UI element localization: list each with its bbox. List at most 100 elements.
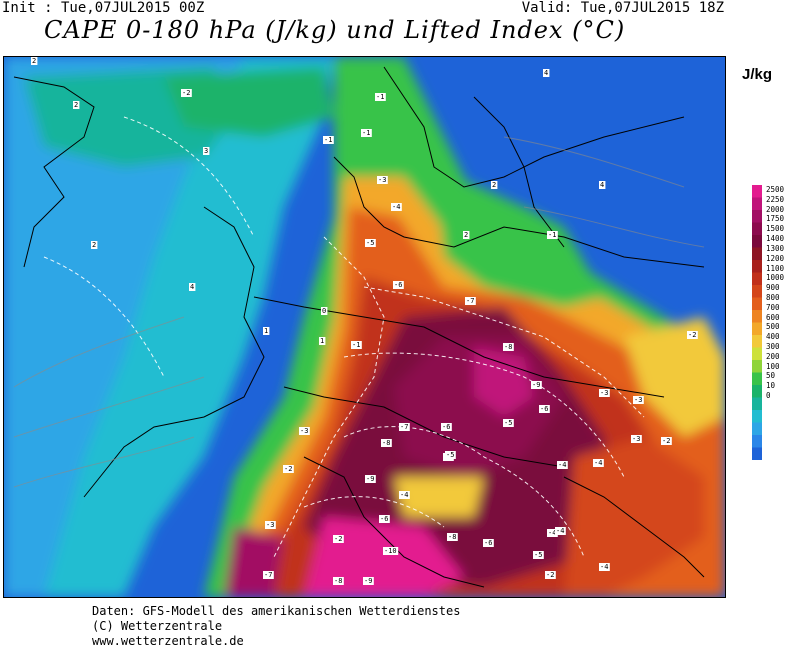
scale-swatch [752, 447, 762, 460]
svg-text:-9: -9 [366, 475, 374, 483]
svg-text:2: 2 [32, 57, 36, 65]
lifted-index-label: -4 [399, 491, 410, 499]
scale-tick-label: 900 [766, 283, 780, 293]
lifted-index-label: -3 [299, 427, 310, 435]
lifted-index-label: 1 [319, 337, 326, 345]
lifted-index-label: -5 [365, 239, 376, 247]
svg-text:2: 2 [74, 101, 78, 109]
lifted-index-label: 4 [543, 69, 550, 77]
footer-data-source: Daten: GFS-Modell des amerikanischen Wet… [92, 604, 461, 618]
svg-text:-5: -5 [504, 419, 512, 427]
scale-tick-label: 500 [766, 322, 780, 332]
init-time: Init : Tue,07JUL2015 00Z [2, 0, 205, 16]
lifted-index-label: -1 [323, 136, 334, 144]
svg-text:-6: -6 [442, 423, 450, 431]
scale-swatch [752, 310, 762, 323]
svg-text:-2: -2 [688, 331, 696, 339]
lifted-index-label: -2 [687, 331, 698, 339]
lifted-index-label: -2 [333, 535, 344, 543]
scale-swatch [752, 347, 762, 361]
unit-label: J/kg [742, 66, 773, 83]
lifted-index-label: -10 [383, 547, 399, 555]
scale-tick-label: 600 [766, 312, 780, 322]
lifted-index-label: -8 [447, 533, 458, 541]
scale-swatch [752, 260, 762, 273]
lifted-index-label: -4 [593, 459, 604, 467]
svg-text:-3: -3 [634, 396, 642, 404]
scale-swatch [752, 222, 762, 236]
scale-swatch [752, 335, 762, 348]
svg-text:-5: -5 [446, 451, 454, 459]
lifted-index-label: -8 [333, 577, 344, 585]
lifted-index-label: 2 [91, 241, 98, 249]
svg-text:-5: -5 [366, 239, 374, 247]
svg-text:-3: -3 [300, 427, 308, 435]
scale-swatch [752, 422, 762, 436]
color-scale-bar [752, 185, 762, 460]
svg-text:-3: -3 [266, 521, 274, 529]
svg-text:-9: -9 [532, 381, 540, 389]
scale-tick-label: 1200 [766, 253, 785, 263]
lifted-index-label: 0 [321, 307, 328, 315]
footer-copyright: (C) Wetterzentrale [92, 619, 223, 633]
scale-tick-label: 1000 [766, 273, 785, 283]
footer-website: www.wetterzentrale.de [92, 634, 244, 648]
scale-tick-label: 1400 [766, 234, 785, 244]
lifted-index-label: 2 [31, 57, 38, 65]
lifted-index-label: -6 [483, 539, 494, 547]
lifted-index-label: -9 [531, 381, 542, 389]
svg-text:-1: -1 [548, 231, 556, 239]
svg-text:0: 0 [322, 307, 326, 315]
svg-text:2: 2 [92, 241, 96, 249]
scale-tick-label: 700 [766, 302, 780, 312]
svg-text:-6: -6 [394, 281, 402, 289]
scale-swatch [752, 210, 762, 223]
scale-swatch [752, 285, 762, 298]
scale-tick-label: 1100 [766, 263, 785, 273]
svg-text:-4: -4 [548, 529, 556, 537]
lifted-index-label: -2 [181, 89, 192, 97]
scale-swatch [752, 322, 762, 336]
lifted-index-label: -3 [633, 396, 644, 404]
lifted-index-label: -4 [547, 529, 558, 537]
svg-text:1: 1 [320, 337, 324, 345]
lifted-index-label: -3 [599, 389, 610, 397]
lifted-index-label: -4 [599, 563, 610, 571]
lifted-index-label: -6 [441, 423, 452, 431]
scale-swatch [752, 197, 762, 211]
lifted-index-label: -1 [361, 129, 372, 137]
svg-text:-6: -6 [380, 515, 388, 523]
scale-swatch [752, 397, 762, 411]
footer-credits: Daten: GFS-Modell des amerikanischen Wet… [92, 604, 460, 649]
scale-tick-label: 2000 [766, 204, 785, 214]
scale-swatch [752, 360, 762, 373]
lifted-index-label: -1 [375, 93, 386, 101]
lifted-index-label: -5 [533, 551, 544, 559]
lifted-index-label: -4 [391, 203, 402, 211]
chart-title: CAPE 0-180 hPa (J/kg) und Lifted Index (… [44, 16, 626, 44]
lifted-index-label: -5 [503, 419, 514, 427]
svg-text:-1: -1 [324, 136, 332, 144]
lifted-index-label: -6 [539, 405, 550, 413]
svg-text:-7: -7 [400, 423, 408, 431]
lifted-index-label: 2 [491, 181, 498, 189]
scale-tick-label: 1500 [766, 224, 785, 234]
svg-text:-3: -3 [632, 435, 640, 443]
scale-tick-label: 50 [766, 371, 776, 381]
svg-text:-4: -4 [558, 461, 566, 469]
svg-text:-2: -2 [334, 535, 342, 543]
lifted-index-label: -9 [363, 577, 374, 585]
lifted-index-label: -9 [365, 475, 376, 483]
lifted-index-label: -7 [263, 571, 274, 579]
scale-tick-label: 100 [766, 361, 780, 371]
scale-swatch [752, 272, 762, 286]
svg-text:-7: -7 [264, 571, 272, 579]
lifted-index-label: 4 [189, 283, 196, 291]
svg-text:-8: -8 [504, 343, 512, 351]
lifted-index-label: -8 [503, 343, 514, 351]
lifted-index-label: 4 [599, 181, 606, 189]
lifted-index-label: -2 [661, 437, 672, 445]
svg-text:-4: -4 [600, 563, 608, 571]
svg-text:-8: -8 [448, 533, 456, 541]
scale-swatch [752, 372, 762, 386]
